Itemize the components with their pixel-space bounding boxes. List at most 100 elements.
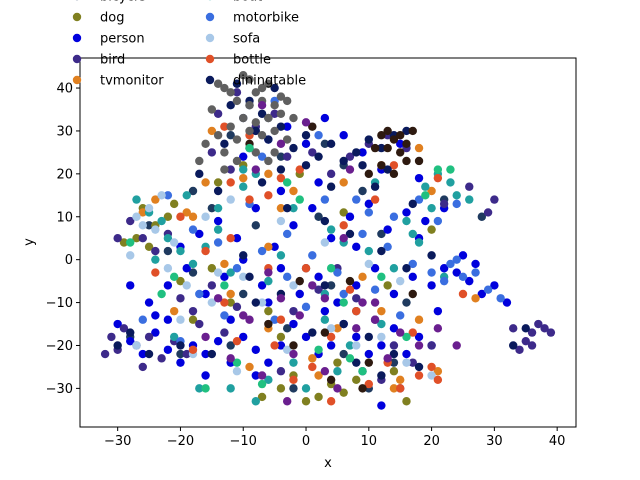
data-point (257, 379, 267, 389)
data-point (490, 281, 499, 290)
data-point (490, 195, 499, 204)
data-point (282, 272, 292, 282)
data-point (314, 345, 323, 354)
data-point (239, 70, 248, 80)
data-point (320, 113, 330, 123)
data-point (427, 251, 436, 260)
data-point (276, 186, 286, 196)
data-point (452, 268, 461, 277)
data-point (251, 203, 260, 213)
data-point (326, 234, 336, 243)
data-point (163, 212, 173, 221)
axes-frame (79, 57, 577, 428)
data-point (282, 135, 292, 144)
data-point (515, 345, 524, 354)
data-point (270, 315, 279, 324)
data-point (314, 131, 323, 140)
data-point (364, 349, 374, 359)
data-point (245, 75, 254, 84)
data-point (251, 126, 260, 136)
data-point (245, 100, 254, 110)
data-point (314, 152, 323, 161)
data-point (339, 298, 348, 307)
data-point (239, 332, 248, 342)
data-point (226, 354, 235, 363)
data-point (257, 281, 267, 290)
data-point (232, 79, 242, 88)
data-point (188, 268, 198, 277)
data-point (364, 379, 374, 389)
data-point (151, 195, 160, 204)
data-point (289, 113, 298, 123)
data-point (414, 156, 424, 166)
data-point (358, 161, 367, 170)
data-point (282, 203, 292, 213)
data-point (320, 294, 330, 303)
data-point (163, 246, 173, 256)
data-point (188, 186, 198, 196)
data-point (408, 272, 417, 282)
data-point (213, 268, 223, 277)
legend-label: person (100, 32, 145, 47)
data-point (195, 156, 204, 166)
data-point (358, 229, 367, 239)
data-point (113, 234, 122, 243)
data-point (213, 336, 223, 346)
y-ticks: −30 −20 −10 0 10 20 30 40 (46, 82, 80, 397)
data-point (220, 272, 229, 282)
data-point (176, 358, 185, 367)
data-point (396, 148, 405, 157)
data-point (408, 199, 417, 209)
data-point (308, 328, 317, 337)
data-point (396, 375, 405, 385)
data-point (213, 238, 223, 247)
data-point (207, 203, 217, 213)
data-point (301, 302, 311, 312)
data-point (289, 281, 298, 290)
data-point (257, 246, 267, 256)
data-point (226, 315, 235, 324)
data-point (251, 298, 260, 307)
data-point (364, 208, 374, 217)
data-point (452, 199, 461, 209)
data-point (138, 234, 147, 243)
data-point (352, 242, 361, 251)
data-point (465, 276, 474, 286)
data-point (264, 79, 273, 88)
data-point (151, 255, 160, 264)
data-point (232, 135, 242, 144)
data-point (226, 122, 235, 131)
data-point (301, 131, 311, 140)
data-point (308, 203, 317, 213)
data-point (239, 173, 248, 183)
data-point (239, 311, 248, 320)
data-point (264, 191, 273, 200)
data-point (389, 341, 399, 350)
data-point (226, 195, 235, 204)
data-point (465, 182, 474, 191)
legend-marker (72, 54, 82, 64)
data-point (132, 212, 141, 221)
series-sofa (126, 191, 436, 380)
data-point (364, 135, 374, 144)
data-point (314, 272, 323, 282)
data-point (226, 289, 235, 299)
data-point (163, 264, 173, 273)
data-point (226, 384, 235, 393)
data-point (213, 216, 223, 226)
data-point (427, 281, 436, 290)
data-point (320, 195, 330, 204)
data-point (402, 349, 411, 359)
series-bird (100, 88, 556, 393)
data-point (320, 315, 330, 324)
data-point (370, 143, 380, 153)
data-point (308, 362, 317, 372)
series-diningtable (113, 79, 530, 380)
data-point (364, 169, 374, 179)
data-point (345, 341, 355, 350)
legend-label: motorbike (233, 11, 299, 26)
legend-marker (205, 33, 215, 43)
data-point (239, 289, 248, 299)
data-point (176, 294, 185, 303)
data-point (339, 388, 348, 397)
